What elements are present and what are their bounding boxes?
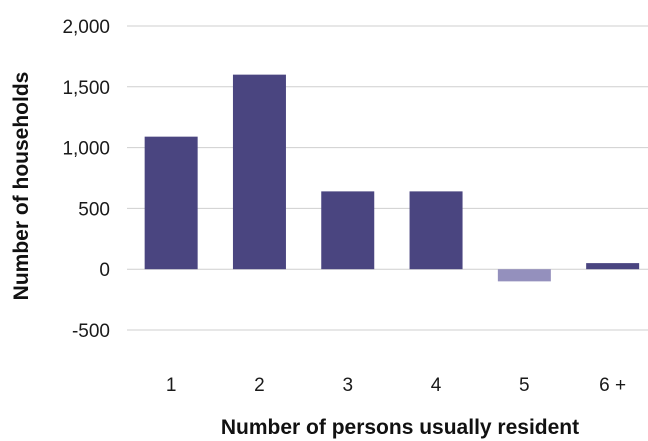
y-tick-label: -500 — [72, 321, 110, 342]
bar — [144, 136, 198, 270]
x-tick-label: 6 + — [599, 375, 626, 396]
x-tick-label: 4 — [431, 375, 442, 396]
bar — [409, 191, 463, 270]
y-axis-title: Number of households — [10, 72, 33, 301]
bar — [321, 191, 375, 270]
x-tick-labels: 1 2 3 4 5 6 + — [166, 375, 626, 396]
y-tick-label: 2,000 — [62, 17, 110, 38]
y-tick-label: 0 — [99, 260, 110, 281]
y-tick-label: 1,500 — [62, 78, 110, 99]
x-tick-label: 2 — [254, 375, 265, 396]
y-tick-label: 500 — [78, 199, 110, 220]
x-tick-label: 3 — [342, 375, 353, 396]
y-tick-labels: 2,000 1,500 1,000 500 0 -500 — [62, 17, 110, 342]
y-tick-label: 1,000 — [62, 139, 110, 160]
bar — [232, 74, 286, 270]
x-tick-label: 1 — [166, 375, 177, 396]
bar — [586, 263, 640, 270]
bars — [144, 74, 640, 282]
bar — [497, 269, 551, 282]
gridlines — [127, 25, 648, 331]
x-tick-label: 5 — [519, 375, 530, 396]
x-axis-title: Number of persons usually resident — [221, 416, 579, 439]
